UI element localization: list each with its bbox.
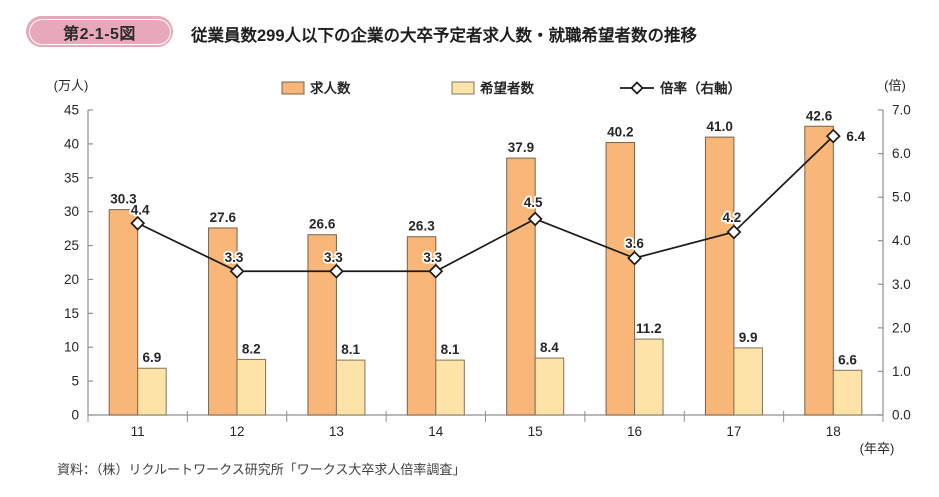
bar-kibousha — [733, 347, 763, 416]
ratio-point-label: 4.2 — [723, 210, 742, 225]
right-axis-unit-label: (倍) — [884, 78, 906, 93]
x-category-label: 12 — [230, 424, 245, 439]
left-axis-tick-label: 45 — [64, 103, 79, 118]
figure-number-badge: 第2-1-5図 — [26, 16, 173, 47]
left-axis-tick-label: 30 — [64, 204, 79, 219]
bar-kibousha — [435, 359, 465, 416]
left-axis-tick-label: 25 — [64, 238, 79, 253]
left-axis-tick-label: 40 — [64, 136, 79, 151]
legend-label-kyujinsu: 求人数 — [310, 80, 351, 96]
ratio-marker-diamond-icon — [329, 263, 344, 279]
ratio-marker-diamond-icon — [825, 128, 841, 144]
bar-label-kyujinsu: 41.0 — [707, 119, 733, 134]
source-note: 資料：（株）リクルートワークス研究所「ワークス大卒求人倍率調査」 — [57, 462, 466, 477]
x-category-label: 17 — [726, 424, 741, 439]
legend-swatch-kibousha — [451, 81, 475, 95]
bar-label-kyujinsu: 26.3 — [408, 219, 435, 234]
bar-kibousha — [335, 359, 366, 416]
right-axis-tick-label: 7.0 — [892, 103, 911, 118]
x-axis-unit-label: (年卒) — [860, 441, 895, 456]
right-axis-tick-label: 2.0 — [892, 320, 911, 335]
legend-marker-diamond-icon — [630, 81, 644, 95]
bar-kyujinsu — [108, 209, 139, 416]
ratio-marker-diamond-icon — [627, 250, 642, 266]
bar-label-kibousha: 8.1 — [441, 342, 460, 357]
bar-kyujinsu — [307, 234, 337, 416]
bar-kibousha — [634, 338, 664, 416]
x-category-label: 18 — [826, 424, 841, 439]
bar-label-kyujinsu: 42.6 — [806, 108, 833, 123]
bar-kyujinsu — [506, 157, 536, 416]
bar-label-kyujinsu: 37.9 — [508, 140, 534, 155]
ratio-marker-diamond-icon — [229, 263, 245, 279]
bar-kibousha — [832, 369, 863, 416]
bar-label-kibousha: 8.2 — [242, 341, 261, 356]
ratio-marker-diamond-icon — [428, 263, 444, 279]
bar-label-kibousha: 8.1 — [341, 342, 360, 357]
right-axis-tick-label: 5.0 — [892, 190, 911, 205]
bar-kyujinsu — [804, 125, 834, 416]
x-category-label: 13 — [329, 424, 344, 439]
bar-label-kyujinsu: 40.2 — [607, 125, 633, 140]
bar-label-kibousha: 8.4 — [540, 340, 559, 355]
ratio-point-label: 4.5 — [524, 195, 543, 210]
right-axis-tick-label: 6.0 — [892, 146, 911, 161]
right-axis-tick-label: 1.0 — [892, 364, 911, 379]
left-axis-tick-label: 20 — [64, 272, 79, 287]
legend-label-kibousha: 希望者数 — [480, 80, 534, 96]
ratio-marker-diamond-icon — [726, 224, 742, 240]
figure-number: 第2-1-5図 — [63, 25, 136, 43]
bar-label-kibousha: 9.9 — [739, 330, 758, 345]
ratio-point-label: 3.3 — [423, 250, 442, 265]
bar-kyujinsu — [406, 236, 437, 416]
bar-label-kibousha: 6.6 — [838, 352, 857, 367]
left-axis-tick-label: 35 — [64, 170, 79, 185]
legend-label-bairitsu: 倍率（右軸） — [660, 80, 741, 96]
left-axis-tick-label: 10 — [64, 340, 79, 355]
bar-label-kibousha: 6.9 — [143, 350, 162, 365]
ratio-point-label: 3.3 — [324, 250, 343, 265]
left-axis-unit-label: (万人) — [54, 78, 89, 93]
left-axis-tick-label: 0 — [71, 408, 79, 423]
bar-kyujinsu — [605, 142, 636, 416]
figure-title: 従業員数299人以下の企業の大卒予定者求人数・就職希望者数の推移 — [191, 27, 698, 45]
ratio-marker-diamond-icon — [130, 215, 146, 231]
ratio-line — [137, 135, 834, 273]
left-axis-tick-label: 15 — [64, 306, 79, 321]
ratio-point-label: 6.4 — [846, 129, 865, 144]
left-axis-tick-label: 5 — [71, 374, 79, 389]
bar-kyujinsu — [704, 136, 735, 416]
right-axis-tick-label: 3.0 — [892, 277, 911, 292]
legend-swatch-kyujinsu — [281, 81, 305, 95]
bar-kibousha — [534, 357, 565, 416]
bar-label-kyujinsu: 26.6 — [309, 217, 336, 232]
x-category-label: 15 — [528, 424, 543, 439]
ratio-point-label: 3.6 — [625, 236, 644, 251]
bar-kibousha — [137, 367, 167, 416]
right-axis-tick-label: 0.0 — [892, 408, 911, 423]
ratio-marker-diamond-icon — [527, 211, 543, 227]
bar-label-kyujinsu: 27.6 — [210, 210, 237, 225]
ratio-point-label: 4.4 — [131, 202, 150, 217]
x-category-label: 11 — [131, 424, 145, 439]
bar-kibousha — [236, 358, 267, 416]
bar-label-kyujinsu: 30.3 — [110, 192, 137, 207]
ratio-point-label: 3.3 — [225, 250, 244, 265]
x-category-label: 16 — [627, 424, 642, 439]
right-axis-tick-label: 4.0 — [892, 233, 911, 248]
x-category-label: 14 — [428, 424, 444, 439]
bar-label-kibousha: 11.2 — [636, 321, 662, 336]
